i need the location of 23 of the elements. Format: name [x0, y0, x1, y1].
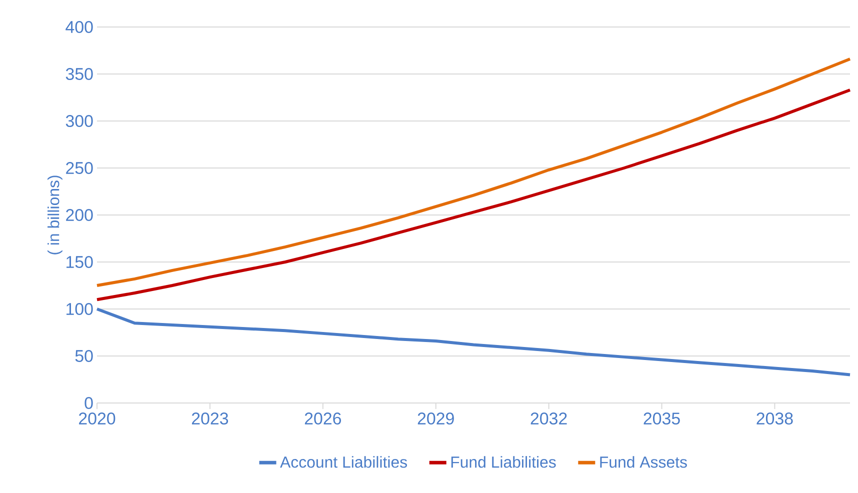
y-tick-label: 0: [84, 397, 93, 409]
legend-label: Fund Assets: [600, 456, 687, 468]
y-tick-label: 300: [66, 115, 93, 128]
line-series: [96, 88, 852, 302]
x-tick-label: 2032: [530, 412, 567, 425]
y-tick-label: 350: [66, 68, 93, 80]
legend-label: Account Liabilities: [280, 456, 407, 468]
x-tick-label: 2038: [756, 412, 793, 425]
x-tick-label: 2026: [304, 412, 341, 425]
y-tick-label: 100: [66, 303, 93, 315]
y-tick-label: 400: [66, 21, 93, 34]
y-tick-label: 250: [66, 162, 93, 174]
line-series: [96, 57, 852, 287]
y-tick-label: 200: [66, 209, 93, 221]
x-tick-label: 2035: [644, 412, 680, 425]
y-axis-title: ( in billions): [48, 176, 62, 254]
x-tick-label: 2029: [418, 412, 454, 425]
y-tick-label: 150: [66, 256, 93, 268]
y-tick-label: 50: [75, 350, 93, 362]
line-series: [96, 308, 852, 376]
x-tick-label: 2023: [192, 412, 228, 425]
legend-label: Fund Liabilities: [451, 456, 556, 468]
x-tick-label: 2020: [79, 412, 116, 425]
